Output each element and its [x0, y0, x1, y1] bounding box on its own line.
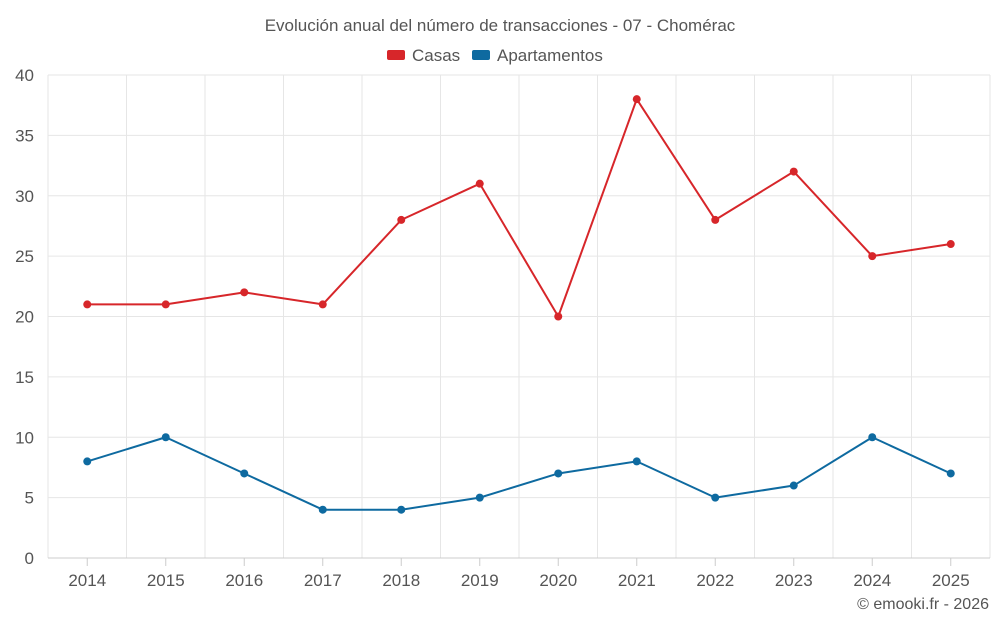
- chart-title: Evolución anual del número de transaccio…: [265, 16, 736, 35]
- data-point-apartamentos[interactable]: [318, 505, 327, 514]
- y-tick-label: 40: [15, 66, 34, 85]
- data-point-apartamentos[interactable]: [946, 469, 955, 478]
- series: [83, 95, 955, 514]
- data-point-casas[interactable]: [475, 179, 484, 188]
- data-point-casas[interactable]: [711, 215, 720, 224]
- legend-label-casas: Casas: [412, 46, 460, 65]
- x-tick-label: 2016: [225, 571, 263, 590]
- data-point-apartamentos[interactable]: [711, 493, 720, 502]
- y-tick-label: 25: [15, 247, 34, 266]
- data-point-casas[interactable]: [632, 95, 641, 104]
- data-point-casas[interactable]: [868, 252, 877, 261]
- y-tick-label: 30: [15, 187, 34, 206]
- series-line-casas: [87, 98, 951, 318]
- legend-label-apartamentos: Apartamentos: [497, 46, 603, 65]
- y-tick-label: 5: [25, 489, 34, 508]
- data-point-casas[interactable]: [83, 300, 92, 309]
- x-tick-label: 2022: [696, 571, 734, 590]
- data-point-apartamentos[interactable]: [789, 481, 798, 490]
- data-point-casas[interactable]: [318, 300, 327, 309]
- legend: Casas Apartamentos: [387, 46, 603, 65]
- legend-item-casas[interactable]: Casas: [387, 46, 460, 65]
- data-point-casas[interactable]: [554, 312, 563, 321]
- x-tick-label: 2021: [618, 571, 656, 590]
- data-point-casas[interactable]: [789, 167, 798, 176]
- data-point-casas[interactable]: [397, 215, 406, 224]
- x-tick-label: 2014: [68, 571, 106, 590]
- x-tick-label: 2015: [147, 571, 185, 590]
- legend-item-apartamentos[interactable]: Apartamentos: [472, 46, 603, 65]
- data-point-casas[interactable]: [240, 288, 249, 297]
- data-point-apartamentos[interactable]: [83, 457, 92, 466]
- x-tick-label: 2018: [382, 571, 420, 590]
- grid: [47, 74, 991, 558]
- y-tick-label: 0: [25, 549, 34, 568]
- y-tick-label: 15: [15, 368, 34, 387]
- credit-text: © emooki.fr - 2026: [857, 596, 989, 613]
- y-tick-label: 20: [15, 308, 34, 327]
- series-casas: [83, 95, 955, 321]
- data-point-apartamentos[interactable]: [240, 469, 249, 478]
- x-tick-label: 2019: [461, 571, 499, 590]
- y-tick-label: 35: [15, 126, 34, 145]
- series-line-apartamentos: [86, 436, 952, 511]
- x-tick-label: 2023: [775, 571, 813, 590]
- data-point-apartamentos[interactable]: [632, 457, 641, 466]
- x-tick-label: 2024: [853, 571, 891, 590]
- legend-swatch-casas: [387, 50, 405, 60]
- data-point-casas[interactable]: [946, 240, 955, 249]
- x-tick-label: 2020: [539, 571, 577, 590]
- y-tick-label: 10: [15, 428, 34, 447]
- data-point-apartamentos[interactable]: [475, 493, 484, 502]
- series-apartamentos: [83, 433, 955, 514]
- x-tick-label: 2025: [932, 571, 970, 590]
- data-point-apartamentos[interactable]: [554, 469, 563, 478]
- data-point-apartamentos[interactable]: [397, 505, 406, 514]
- x-tick-label: 2017: [304, 571, 342, 590]
- data-point-apartamentos[interactable]: [868, 433, 877, 442]
- data-point-apartamentos[interactable]: [161, 433, 170, 442]
- data-point-casas[interactable]: [161, 300, 170, 309]
- legend-swatch-apartamentos: [472, 50, 490, 60]
